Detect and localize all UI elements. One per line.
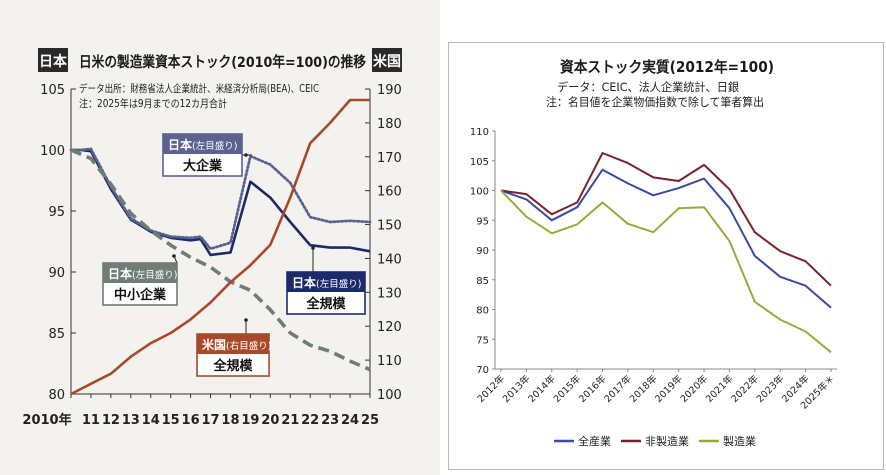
right-chart-title: 資本ストック実質(2012年=100)	[560, 58, 774, 76]
callout-japan-all: 日本(左目盛り) 全規模	[286, 246, 366, 315]
svg-text:非製造業: 非製造業	[645, 434, 689, 448]
left-y-tick-label: 90	[48, 266, 65, 281]
x-tick-label: 25	[361, 413, 379, 428]
right-chart-note: 注：名目値を企業物価指数で除して筆者算出	[546, 95, 764, 109]
right-y-tick-label: 180	[377, 117, 402, 132]
svg-text:日本(左目盛り): 日本(左目盛り)	[168, 137, 237, 152]
x-tick-label: 2010年	[22, 412, 71, 428]
svg-text:日本: 日本	[39, 53, 68, 70]
right-y-tick-label: 170	[377, 151, 402, 166]
right-y-tick-label: 160	[377, 185, 402, 200]
x-tick-label: 12	[102, 413, 120, 428]
y-tick-label: 110	[470, 127, 489, 138]
right-axis-name: 米国	[372, 48, 402, 72]
japan-sme-line	[70, 148, 371, 372]
x-tick-label: 23	[321, 413, 339, 428]
y-tick-label: 105	[470, 157, 489, 168]
period-note: 注：2025年は9月までの12カ月合計	[79, 97, 227, 110]
x-tick-label: 20	[261, 413, 279, 428]
right-y-tick-label: 140	[377, 252, 402, 267]
svg-text:中小企業: 中小企業	[114, 287, 167, 303]
svg-text:日本(左目盛り): 日本(左目盛り)	[292, 275, 361, 290]
y-tick-label: 90	[476, 246, 489, 257]
real-capital-stock-chart: 資本ストック実質(2012年=100) データ：CEIC、法人企業統計、日銀注：名…	[470, 58, 837, 448]
manufacturing-line	[500, 189, 832, 354]
right-chart-panel: 資本ストック実質(2012年=100) データ：CEIC、法人企業統計、日銀 注：名…	[448, 42, 884, 470]
callout-japan-large: 日本(左目盛り) 大企業	[162, 133, 252, 177]
left-axis-name: 日本	[38, 48, 68, 72]
right-y-tick-label: 130	[377, 286, 402, 301]
right-y-tick-label: 100	[377, 388, 402, 403]
legend-item: 全産業	[554, 434, 611, 448]
left-chart-title: 日米の製造業資本ストック(2010年=100)の推移	[79, 53, 366, 71]
right-y-tick-label: 190	[377, 83, 402, 98]
us-all-line	[70, 98, 370, 396]
svg-text:日本(左目盛り): 日本(左目盛り)	[108, 266, 177, 281]
x-tick-label: 13	[122, 413, 140, 428]
y-tick-label: 75	[476, 335, 489, 346]
non-manufacturing-line	[500, 152, 832, 287]
right-y-tick-label: 120	[377, 320, 402, 335]
x-tick-label: 11	[82, 413, 100, 428]
svg-text:全規模: 全規模	[212, 358, 253, 374]
right-y-tick-label: 110	[377, 354, 402, 369]
legend-item: 製造業	[699, 434, 756, 448]
svg-text:全産業: 全産業	[578, 434, 611, 448]
left-chart-panel: 日本 米国 日米の製造業資本ストック(2010年=100)の推移データ出所：財務省法…	[0, 0, 440, 475]
x-tick-label: 18	[221, 413, 239, 428]
svg-text:米国(右目盛り): 米国(右目盛り)	[202, 337, 271, 352]
x-tick-label: 22	[301, 413, 319, 428]
left-y-tick-label: 85	[48, 327, 65, 342]
all-industry-line	[500, 168, 832, 309]
left-y-tick-label: 100	[40, 144, 65, 159]
y-tick-label: 95	[476, 216, 489, 227]
japan-large-line	[69, 147, 372, 251]
x-tick-label: 21	[281, 413, 299, 428]
x-tick-label: 17	[201, 413, 219, 428]
left-y-tick-label: 80	[48, 388, 65, 403]
svg-text:米国: 米国	[373, 53, 401, 70]
x-tick-label: 24	[341, 413, 359, 428]
callout-japan-sme: 日本(左目盛り) 中小企業	[102, 254, 178, 306]
svg-text:製造業: 製造業	[723, 434, 756, 448]
y-tick-label: 100	[470, 187, 489, 198]
legend-item: 非製造業	[621, 434, 689, 448]
source-note: データ出所：財務省法人企業統計、米経済分析局(BEA)、CEIC	[79, 82, 319, 95]
svg-text:全規模: 全規模	[305, 296, 346, 312]
y-tick-label: 85	[476, 276, 489, 287]
x-tick-label: 14	[142, 413, 160, 428]
callout-us-all: 米国(右目盛り) 全規模	[196, 318, 271, 377]
left-y-tick-label: 95	[48, 205, 65, 220]
x-tick-label: 15	[162, 413, 180, 428]
left-y-tick-label: 105	[40, 83, 65, 98]
y-tick-label: 80	[476, 306, 489, 317]
svg-text:大企業: 大企業	[183, 158, 223, 174]
y-tick-label: 70	[476, 365, 489, 376]
x-tick-label: 16	[182, 413, 200, 428]
x-tick-label: 19	[241, 413, 259, 428]
right-y-tick-label: 150	[377, 219, 402, 234]
us-japan-capital-stock-chart: 日本 米国日米の製造業資本ストック(2010年=100)の推移データ出所：財務省法…	[22, 48, 402, 428]
right-chart-source: データ：CEIC、法人企業統計、日銀	[557, 80, 739, 94]
